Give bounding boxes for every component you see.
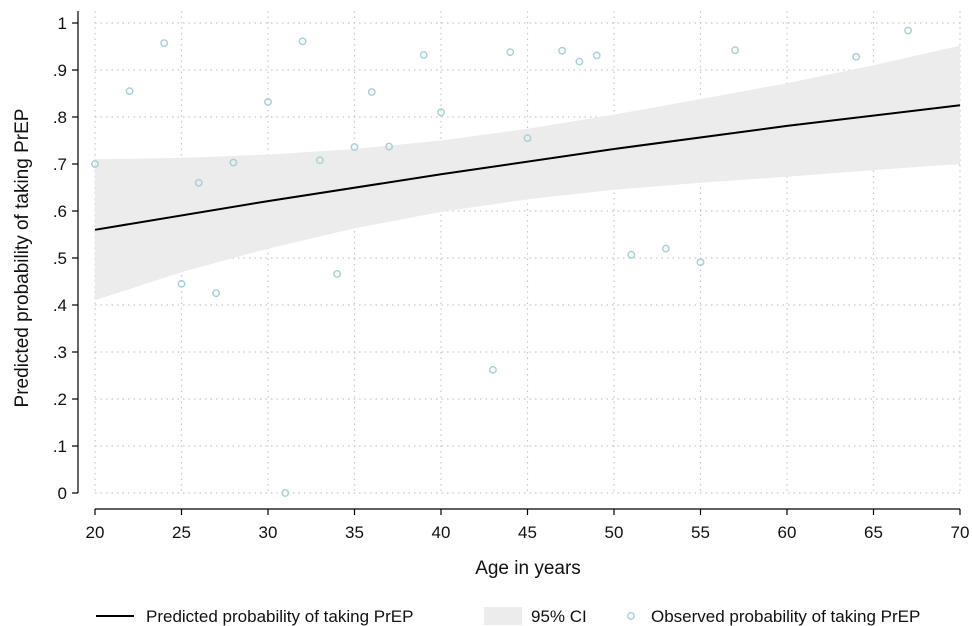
observed-point [523, 134, 532, 143]
y-tick-label: .2 [53, 390, 67, 409]
x-tick-label: 40 [432, 523, 451, 542]
x-tick-label: 45 [518, 523, 537, 542]
x-tick-label: 25 [172, 523, 191, 542]
x-tick-label: 20 [86, 523, 105, 542]
observed-point [385, 142, 394, 151]
observed-point [194, 178, 203, 187]
y-tick-label: .4 [53, 296, 67, 315]
observed-point [627, 250, 636, 259]
observed-point [125, 87, 134, 96]
observed-point [264, 98, 272, 106]
x-tick-label: 55 [691, 523, 710, 542]
y-tick-label: .8 [53, 108, 67, 127]
legend-point-swatch [627, 612, 635, 620]
legend: Predicted probability of taking PrEP 95%… [96, 607, 920, 626]
observed-point [437, 108, 445, 117]
observed-point [852, 52, 861, 61]
observed-point [333, 270, 342, 278]
y-tick-label: .3 [53, 343, 67, 362]
observed-point [177, 279, 186, 288]
observed-point [558, 46, 567, 55]
y-axis-title: Predicted probability of taking PrEP [12, 109, 33, 408]
observed-point [575, 57, 584, 66]
y-tick-label: .7 [53, 155, 67, 174]
observed-point [298, 37, 307, 46]
confidence-band [95, 45, 960, 301]
x-tick-label: 30 [259, 523, 278, 542]
legend-label-predicted: Predicted probability of taking PrEP [146, 607, 413, 626]
axes [72, 11, 961, 515]
y-tick-label: .9 [53, 61, 67, 80]
x-tick-label: 65 [864, 523, 883, 542]
observed-point [160, 39, 169, 48]
observed-point [229, 158, 238, 167]
observed-point [488, 365, 497, 374]
observed-point [367, 88, 376, 97]
legend-band-swatch [484, 607, 522, 625]
x-axis-title: Age in years [475, 558, 581, 579]
observed-point [315, 156, 324, 165]
y-tick-label: .5 [53, 249, 67, 268]
observed-point [350, 143, 359, 152]
legend-label-ci: 95% CI [531, 607, 587, 626]
observed-point [91, 160, 99, 168]
predicted-line-group [94, 104, 961, 231]
legend-label-observed: Observed probability of taking PrEP [651, 607, 920, 626]
observed-point [696, 258, 705, 267]
y-tick-label: .1 [53, 437, 67, 456]
y-tick-label: 1 [58, 14, 67, 33]
x-tick-label: 70 [951, 523, 970, 542]
observed-point [592, 51, 601, 60]
observed-point [506, 48, 515, 57]
x-tick-label: 60 [778, 523, 797, 542]
tick-labels: 0 .1 .2 .3 .4 .5 .6 .7 .8 .9 1 20 25 30 35 40 45 50 55 60 65… [53, 14, 970, 542]
observed-point [731, 46, 740, 55]
y-tick-label: .6 [53, 202, 67, 221]
x-tick-label: 35 [345, 523, 364, 542]
observed-point [281, 489, 290, 497]
observed-point [904, 26, 913, 35]
x-tick-label: 50 [605, 523, 624, 542]
observed-point [661, 244, 670, 253]
observed-point [212, 289, 221, 298]
observed-points-group [91, 26, 913, 497]
confidence-band-group [95, 45, 960, 301]
observed-point [419, 51, 428, 59]
predicted-line [94, 104, 961, 231]
y-tick-label: 0 [58, 484, 67, 503]
